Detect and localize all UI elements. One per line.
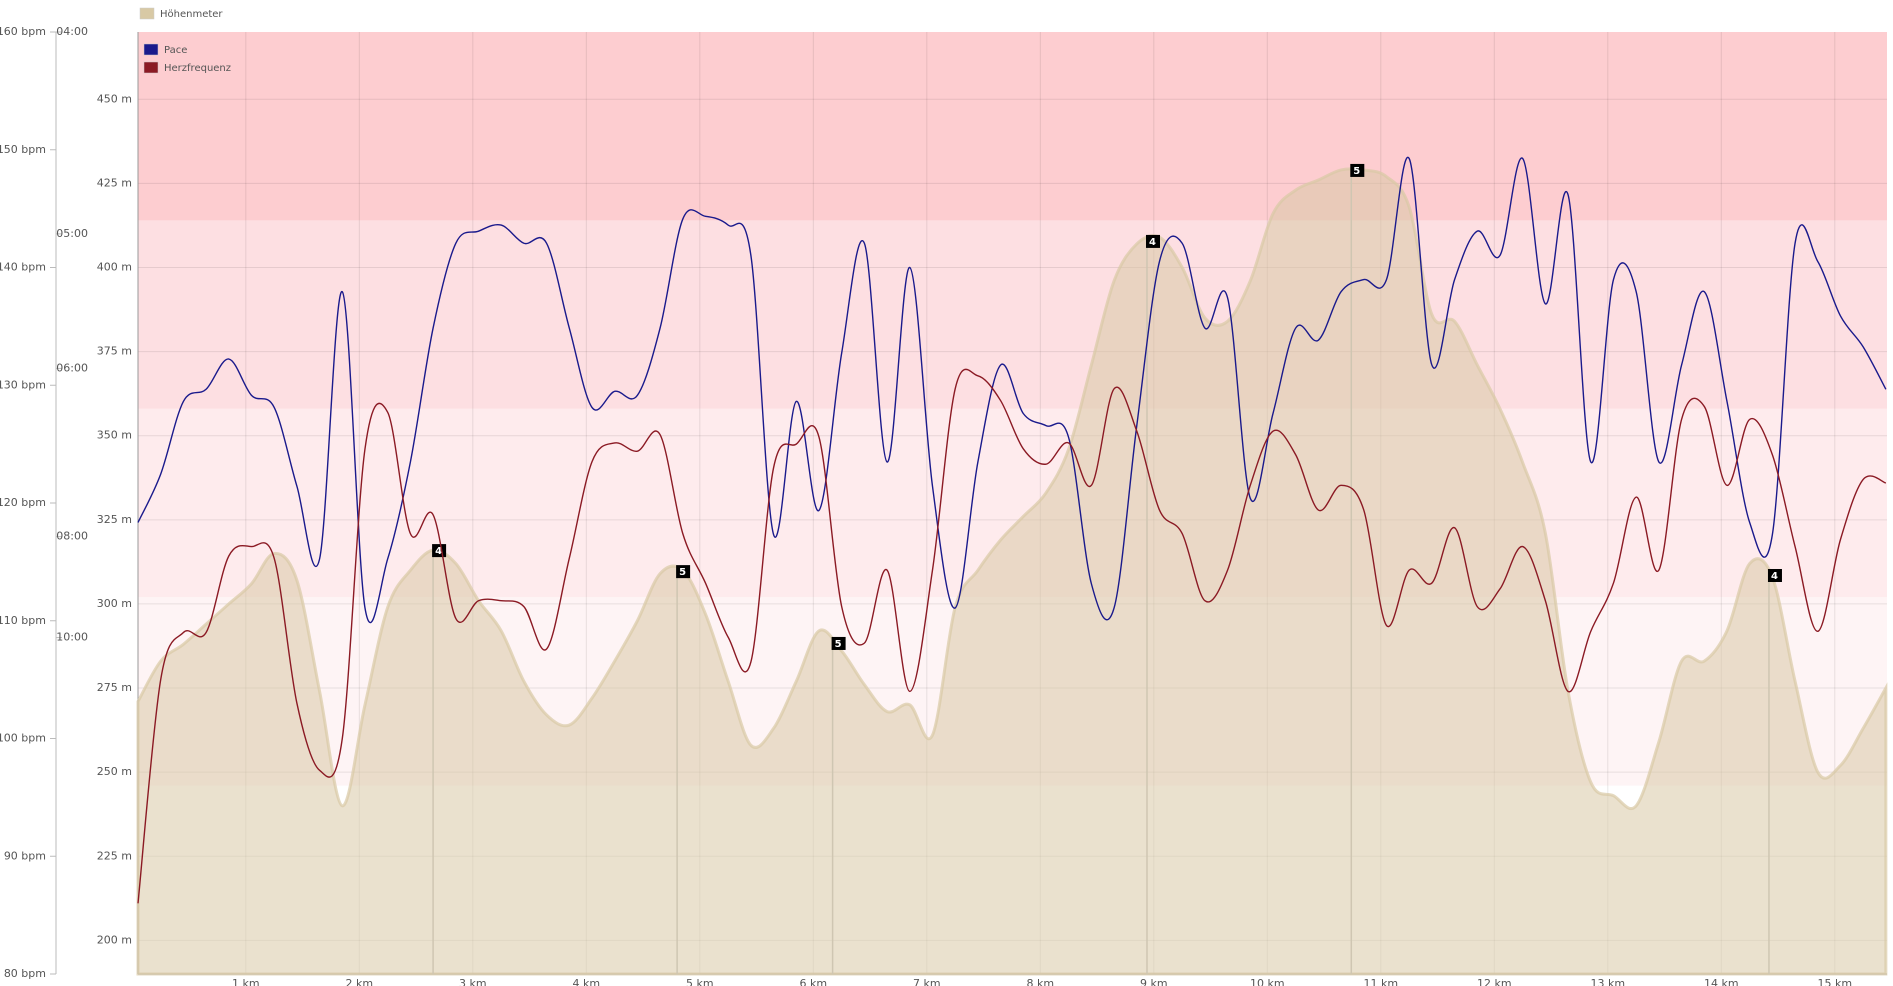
x-tick-label: 7 km bbox=[913, 977, 941, 986]
legend-swatch bbox=[143, 61, 159, 74]
y-tick-label: 325 m bbox=[97, 513, 132, 526]
marker-label: 5 bbox=[679, 567, 686, 578]
zone-band bbox=[138, 32, 1887, 221]
y-tick-label: 300 m bbox=[97, 597, 132, 610]
y2-tick-label: 160 bpm bbox=[0, 25, 46, 38]
y-tick-label: 225 m bbox=[97, 849, 132, 862]
y-tick-label: 400 m bbox=[97, 261, 132, 274]
y2-tick-label: 150 bpm bbox=[0, 143, 46, 156]
marker-label: 4 bbox=[1149, 237, 1156, 248]
line bbox=[137, 156, 1887, 624]
y2-tick-label: 90 bpm bbox=[4, 849, 46, 862]
y2-tick-label: 120 bpm bbox=[0, 496, 46, 509]
marker-label: 5 bbox=[835, 639, 842, 650]
y2-tick-label: 130 bpm bbox=[0, 378, 46, 391]
y-tick-label: 425 m bbox=[97, 176, 132, 189]
legend-swatch bbox=[139, 7, 155, 20]
marker-box bbox=[676, 565, 691, 579]
marker-box bbox=[1350, 163, 1365, 177]
legend-label: Höhenmeter bbox=[160, 9, 223, 20]
legend-label: Herzfrequenz bbox=[164, 63, 231, 74]
marker-label: 4 bbox=[435, 546, 442, 557]
y3-tick-label: 05:00 bbox=[56, 227, 88, 240]
y3-tick-label: 06:00 bbox=[56, 361, 88, 374]
x-tick-label: 12 km bbox=[1477, 977, 1512, 986]
x-tick-label: 15 km bbox=[1817, 977, 1852, 986]
x-tick-label: 14 km bbox=[1704, 977, 1739, 986]
area bbox=[136, 167, 1888, 976]
y-tick-label: 350 m bbox=[97, 429, 132, 442]
marker-box bbox=[1767, 568, 1782, 582]
y3-tick-label: 10:00 bbox=[56, 631, 88, 644]
x-tick-label: 4 km bbox=[573, 977, 601, 986]
y2-tick-label: 100 bpm bbox=[0, 732, 46, 745]
zone-band bbox=[138, 220, 1887, 409]
y2-tick-label: 140 bpm bbox=[0, 261, 46, 274]
marker-label: 4 bbox=[1771, 571, 1778, 582]
x-tick-label: 8 km bbox=[1027, 977, 1055, 986]
legend-label: Pace bbox=[164, 45, 187, 56]
y-tick-label: 250 m bbox=[97, 765, 132, 778]
legend-swatch bbox=[143, 43, 159, 56]
marker-box bbox=[1145, 234, 1160, 248]
y2-tick-label: 110 bpm bbox=[0, 614, 46, 627]
y-tick-label: 275 m bbox=[97, 681, 132, 694]
x-tick-label: 5 km bbox=[686, 977, 714, 986]
y3-tick-label: 08:00 bbox=[56, 530, 88, 543]
marker-label: 5 bbox=[1353, 166, 1360, 177]
x-tick-label: 2 km bbox=[346, 977, 374, 986]
y-tick-label: 200 m bbox=[97, 933, 132, 946]
x-tick-label: 3 km bbox=[459, 977, 487, 986]
x-tick-label: 6 km bbox=[800, 977, 828, 986]
line bbox=[137, 368, 1887, 904]
y-tick-label: 450 m bbox=[97, 92, 132, 105]
x-tick-label: 10 km bbox=[1250, 977, 1285, 986]
x-tick-label: 13 km bbox=[1590, 977, 1625, 986]
y-tick-label: 375 m bbox=[97, 345, 132, 358]
marker-box bbox=[831, 636, 846, 650]
x-tick-label: 1 km bbox=[232, 977, 260, 986]
x-tick-label: 11 km bbox=[1364, 977, 1399, 986]
y3-tick-label: 04:00 bbox=[56, 25, 88, 38]
x-tick-label: 9 km bbox=[1140, 977, 1168, 986]
y2-tick-label: 80 bpm bbox=[4, 967, 46, 980]
